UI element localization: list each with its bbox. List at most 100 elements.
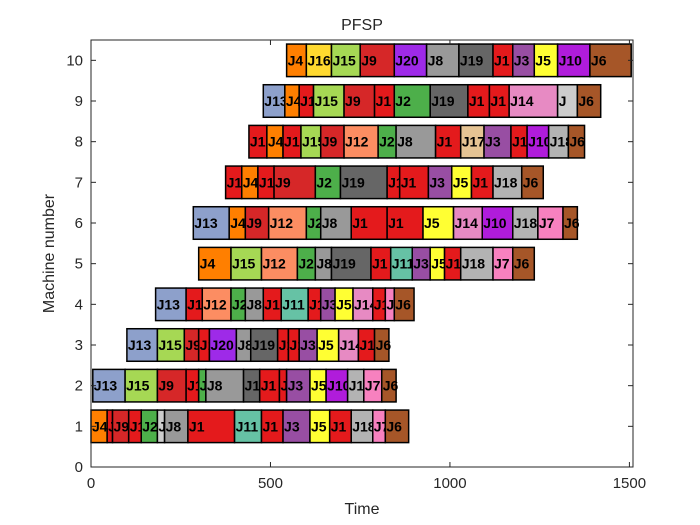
task-label: J1 xyxy=(359,337,375,353)
task-label: J5 xyxy=(431,256,447,272)
task-bar-j1-m8: J1 xyxy=(510,124,528,159)
task-bar-j6-m1: J6 xyxy=(384,409,410,444)
task-bar-j8-m2: J8 xyxy=(205,368,245,403)
task-label: J1 xyxy=(494,52,510,68)
task-rect xyxy=(556,43,591,78)
task-bar-j3-m5: J3 xyxy=(411,246,431,281)
task-label: J15 xyxy=(158,337,182,353)
task-rect xyxy=(187,409,236,444)
task-bar-j2-m7: J2 xyxy=(314,165,342,200)
task-label: J1 xyxy=(512,134,528,150)
task-label: J2 xyxy=(379,134,395,150)
task-label: J9 xyxy=(275,174,291,190)
task-bar-j7-m6: J7 xyxy=(537,205,564,241)
task-label: J3 xyxy=(284,418,300,434)
task-label: J8 xyxy=(207,378,223,394)
task-bar-j4-m5: J4 xyxy=(197,246,232,281)
task-rect xyxy=(459,246,494,281)
task-label: J3 xyxy=(322,296,338,312)
task-label: J6 xyxy=(395,296,411,312)
task-label: J4 xyxy=(230,215,246,231)
task-bar-j3-m7: J3 xyxy=(427,165,453,200)
task-label: J2 xyxy=(316,174,332,190)
task-bar-j6-m6: J6 xyxy=(562,205,580,241)
task-label: J6 xyxy=(386,418,402,434)
task-bar-j18-m6: J18 xyxy=(512,205,539,241)
task-bar-j7-m5: J7 xyxy=(492,246,514,281)
task-bar-j5-m4: J5 xyxy=(334,287,354,322)
task-bar-j7-m2: J7 xyxy=(363,368,383,403)
task-label: J6 xyxy=(591,52,607,68)
y-tick-label: 4 xyxy=(75,296,83,313)
task-label: J9 xyxy=(158,378,174,394)
task-label: J4 xyxy=(288,52,304,68)
x-axis-title: Time xyxy=(345,501,380,518)
task-rect xyxy=(562,205,579,241)
task-label: J8 xyxy=(166,418,182,434)
task-label: J1 xyxy=(331,418,347,434)
task-bar-j19-m7: J19 xyxy=(339,165,388,200)
task-label: J4 xyxy=(243,174,259,190)
task-bar-j14-m9: J14 xyxy=(508,83,559,119)
task-label: J3 xyxy=(485,134,501,150)
task-label: J4 xyxy=(286,93,302,109)
task-bar-j11-m1: J11 xyxy=(233,409,263,444)
task-label: J1 xyxy=(284,134,300,150)
task-bar-j9-m9: J9 xyxy=(343,83,376,119)
task-bar-j11-m5: J11 xyxy=(389,246,415,281)
task-label: J15 xyxy=(315,93,339,109)
task-rect xyxy=(373,327,390,363)
task-label: J6 xyxy=(523,174,539,190)
task-bar-j5-m1: J5 xyxy=(309,409,331,444)
task-bar-j10-m6: J10 xyxy=(481,205,514,241)
task-label: J16 xyxy=(307,52,331,68)
task-bar-j9-m1: J9 xyxy=(111,409,130,444)
task-bar-j1-m7: J1 xyxy=(257,165,275,200)
task-label: J12 xyxy=(262,256,286,272)
task-bar-j1-m1: J1 xyxy=(260,409,284,444)
task-label: J10 xyxy=(327,378,351,394)
task-label: J11 xyxy=(392,256,415,272)
task-bar-j9-m7: J9 xyxy=(273,165,317,200)
task-label: J6 xyxy=(569,134,585,150)
task-bar-j15-m8: J15 xyxy=(300,124,326,159)
task-label: J5 xyxy=(311,378,327,394)
task-bar-j8-m10: J8 xyxy=(425,43,460,78)
task-rect xyxy=(393,83,431,119)
task-bar-j19-m10: J19 xyxy=(458,43,494,78)
task-label: J6 xyxy=(564,215,580,231)
task-label: J19 xyxy=(332,256,356,272)
task-bar-j18-m7: J18 xyxy=(492,165,523,200)
task-bar-j8-m1: J8 xyxy=(163,409,189,444)
task-label: J1 xyxy=(261,378,277,394)
task-rect xyxy=(201,287,232,322)
task-bar-j1-m6: J1 xyxy=(386,205,424,241)
task-rect xyxy=(429,83,469,119)
task-bar-j20-m10: J20 xyxy=(393,43,428,78)
task-rect xyxy=(425,43,460,78)
task-label: J20 xyxy=(210,337,234,353)
task-label: J19 xyxy=(460,52,484,68)
task-label: J2 xyxy=(298,256,314,272)
task-bar-j1-m10: J1 xyxy=(492,43,514,78)
task-label: J10 xyxy=(483,215,507,231)
task-label: J9 xyxy=(114,418,130,434)
task-label: J xyxy=(158,418,166,434)
task-label: J11 xyxy=(236,418,259,434)
y-tick-label: 3 xyxy=(75,337,83,354)
task-rect xyxy=(124,368,159,403)
task-bar-j12-m8: J12 xyxy=(343,124,379,159)
task-label: J7 xyxy=(494,256,510,272)
task-bar-j5-m2: J5 xyxy=(309,368,327,403)
x-tick-label: 500 xyxy=(258,475,283,492)
task-label: J1 xyxy=(300,93,316,109)
task-label: J4 xyxy=(200,256,216,272)
task-bar-j6-m4: J6 xyxy=(393,287,415,322)
y-tick-label: 6 xyxy=(75,215,83,232)
task-bar-j1-m5: J1 xyxy=(443,246,462,281)
task-label: J18 xyxy=(494,174,518,190)
task-bar-j1-m8: J1 xyxy=(248,124,268,159)
task-label: J8 xyxy=(237,337,253,353)
task-rect xyxy=(567,124,586,159)
